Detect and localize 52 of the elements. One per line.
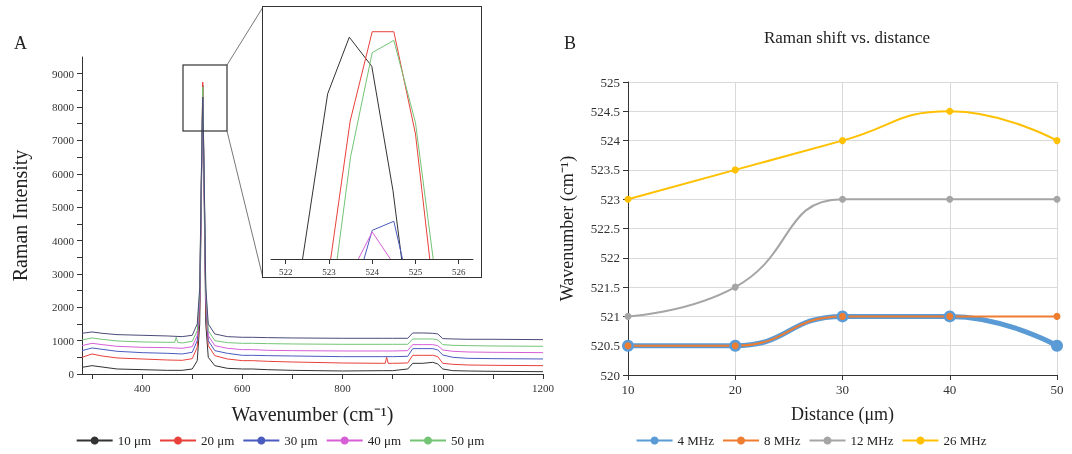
y-tick-label: 520 <box>600 367 620 383</box>
y-tick-label: 9000 <box>52 67 75 80</box>
y-tick-label: 521.5 <box>590 279 620 295</box>
x-tick-label: 1000 <box>431 381 455 394</box>
x-tick-label: 50 <box>1050 382 1064 397</box>
legend-label: 10 μm <box>117 433 152 448</box>
y-tick-label: 521 <box>600 308 620 324</box>
text: B <box>564 33 577 53</box>
y-tick-label: 524 <box>600 133 621 149</box>
legend-label: 20 μm <box>201 433 235 448</box>
x-tick-label: 1200 <box>532 381 555 394</box>
x-tick-label: 20 <box>728 382 742 397</box>
legend-label: 12 MHz <box>850 433 894 448</box>
legend-label: 4 MHz <box>677 433 715 448</box>
legend-label: 8 MHz <box>764 433 801 448</box>
y-tick-label: 6000 <box>52 167 75 180</box>
y-tick-label: 3000 <box>52 267 75 280</box>
y-tick-label: 523 <box>600 191 620 207</box>
legend-label: 40 μm <box>367 433 402 448</box>
y-tick-label: 524.5 <box>590 103 620 119</box>
x-axis-title: Wavenumber (cm⁻¹) <box>231 403 394 426</box>
x-tick-label: 30 <box>836 382 849 397</box>
y-tick-label: 522.5 <box>590 221 620 236</box>
y-tick-label: 522 <box>600 250 620 266</box>
text: A <box>14 33 27 53</box>
y-tick-label: 7000 <box>52 134 75 147</box>
x-tick-label: 10 <box>621 382 635 397</box>
x-tick-label: 524 <box>365 266 380 277</box>
x-tick-label: 800 <box>334 381 352 394</box>
legend-label: 26 MHz <box>943 433 987 448</box>
y-tick-label: 525 <box>600 74 620 90</box>
x-axis-title: Distance (μm) <box>790 404 895 425</box>
y-axis-title: Wavenumber (cm⁻¹) <box>557 155 578 302</box>
y-tick-label: 2000 <box>52 301 75 314</box>
legend-label: 50 μm <box>451 433 485 448</box>
y-tick-label: 4000 <box>52 234 75 247</box>
y-tick-label: 523.5 <box>590 162 620 178</box>
legend-label: 30 μm <box>284 433 318 448</box>
x-tick-label: 525 <box>408 266 423 277</box>
x-tick-label: 523 <box>322 266 337 277</box>
y-tick-label: 0 <box>68 368 75 380</box>
x-tick-label: 522 <box>278 266 293 277</box>
chart-title: Raman shift vs. distance <box>763 28 931 47</box>
y-axis-title: Raman Intensity <box>9 149 32 282</box>
y-tick-label: 8000 <box>52 101 75 114</box>
x-tick-label: 526 <box>451 266 466 277</box>
y-tick-label: 520.5 <box>590 338 620 354</box>
x-tick-label: 600 <box>234 381 252 394</box>
y-tick-label: 1000 <box>52 334 75 347</box>
x-tick-label: 40 <box>943 382 957 397</box>
x-tick-label: 400 <box>133 381 151 394</box>
y-tick-label: 5000 <box>52 201 75 214</box>
